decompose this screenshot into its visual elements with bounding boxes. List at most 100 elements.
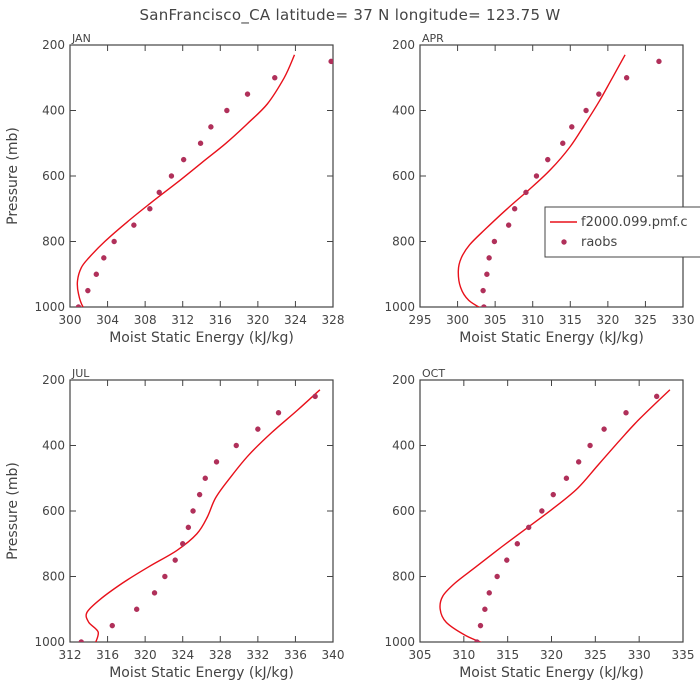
y-tick-label: 200 xyxy=(392,38,415,52)
raob-point xyxy=(601,426,607,432)
raob-point xyxy=(484,271,490,277)
x-tick-label: 316 xyxy=(96,648,119,662)
raob-point xyxy=(133,606,140,612)
y-tick-label: 400 xyxy=(42,439,65,453)
raob-point xyxy=(545,156,551,163)
raob-point xyxy=(275,410,282,416)
y-tick-label: 1000 xyxy=(384,300,415,314)
figure-title: SanFrancisco_CA latitude= 37 N longitude… xyxy=(139,6,560,25)
y-tick-label: 400 xyxy=(392,439,415,453)
raob-point xyxy=(78,639,84,642)
y-tick-label: 1000 xyxy=(34,300,65,314)
x-tick-label: 330 xyxy=(672,313,695,327)
raob-point xyxy=(85,287,91,294)
raob-point xyxy=(654,393,660,400)
y-tick-label: 600 xyxy=(42,504,65,518)
raob-point xyxy=(539,508,545,514)
panel-month-label: APR xyxy=(422,32,444,45)
plot-frame xyxy=(69,44,334,308)
panel-jan: 300 304 308 312 316 320 324 328 200 400 600 800 1000… xyxy=(5,32,344,346)
y-tick-label: 600 xyxy=(392,504,415,518)
raob-point xyxy=(623,75,630,81)
raob-point xyxy=(596,91,602,97)
raob-point xyxy=(101,255,107,261)
x-tick-label: 325 xyxy=(584,648,607,662)
raob-point xyxy=(233,442,239,449)
raob-point xyxy=(190,508,196,514)
x-tick-label: 340 xyxy=(322,648,345,662)
raob-point xyxy=(486,590,492,596)
raob-point xyxy=(109,622,115,629)
raob-point xyxy=(569,124,575,130)
x-tick-label: 312 xyxy=(171,313,194,327)
x-tick-label: 328 xyxy=(209,648,232,662)
plot-frame xyxy=(419,379,684,643)
panel-month-label: JAN xyxy=(71,32,91,45)
x-tick-label: 295 xyxy=(409,313,432,327)
y-tick-label: 800 xyxy=(392,570,415,584)
raob-point xyxy=(162,573,168,580)
raob-point xyxy=(180,541,186,547)
y-tick-label: 800 xyxy=(42,235,65,249)
raob-point xyxy=(93,271,100,277)
raob-point xyxy=(477,622,484,629)
x-tick-label: 312 xyxy=(59,648,82,662)
raob-point xyxy=(75,304,82,307)
raob-point xyxy=(533,173,540,179)
legend-point-swatch xyxy=(561,239,567,245)
x-tick-label: 300 xyxy=(59,313,82,327)
raob-point xyxy=(526,524,532,531)
x-tick-label: 335 xyxy=(672,648,695,662)
x-tick-label: 304 xyxy=(96,313,119,327)
plot-area xyxy=(75,54,333,307)
x-tick-label: 315 xyxy=(496,648,519,662)
plot-frame xyxy=(69,379,334,643)
x-tick-label: 324 xyxy=(171,648,194,662)
model-profile-line xyxy=(439,389,671,642)
y-tick-label: 1000 xyxy=(384,635,415,649)
raob-point xyxy=(224,107,230,114)
raob-point xyxy=(255,426,261,432)
raob-point xyxy=(550,491,556,498)
raob-point xyxy=(623,410,629,416)
x-axis-label: Moist Static Energy (kJ/kg) xyxy=(459,665,644,681)
y-tick-label: 400 xyxy=(392,104,415,118)
raob-point xyxy=(172,557,178,563)
y-tick-label: 600 xyxy=(392,169,415,183)
raob-point xyxy=(272,75,278,81)
raob-point xyxy=(575,459,582,465)
model-profile-line xyxy=(457,54,626,307)
raob-point xyxy=(244,91,251,97)
raob-point xyxy=(202,475,208,481)
x-tick-label: 330 xyxy=(628,648,651,662)
raob-point xyxy=(494,573,500,580)
raob-point xyxy=(151,590,158,596)
panel-jul: 312 316 320 324 328 332 336 340 200 400 600 800 1000… xyxy=(5,367,344,681)
y-tick-label: 200 xyxy=(392,373,415,387)
raob-point xyxy=(131,222,137,228)
x-axis-label: Moist Static Energy (kJ/kg) xyxy=(109,665,294,681)
y-tick-label: 400 xyxy=(42,104,65,118)
x-tick-label: 332 xyxy=(246,648,269,662)
y-axis-label: Pressure (mb) xyxy=(5,127,21,225)
raob-point xyxy=(197,140,204,146)
raob-point xyxy=(111,238,117,245)
legend-label-obs: raobs xyxy=(581,235,618,250)
plot-area xyxy=(457,54,662,307)
x-tick-label: 308 xyxy=(134,313,157,327)
panel-apr: 295 300 305 310 315 320 325 330 200 400 600 800 1000… xyxy=(384,32,700,346)
x-tick-label: 305 xyxy=(484,313,507,327)
raob-point xyxy=(185,524,192,531)
x-tick-label: 324 xyxy=(284,313,307,327)
x-tick-label: 305 xyxy=(409,648,432,662)
x-tick-label: 300 xyxy=(446,313,469,327)
x-tick-label: 336 xyxy=(284,648,307,662)
x-tick-label: 315 xyxy=(559,313,582,327)
raob-point xyxy=(481,304,487,307)
plot-area xyxy=(439,389,671,642)
raob-point xyxy=(486,255,492,261)
y-tick-label: 200 xyxy=(42,373,65,387)
model-profile-line xyxy=(76,54,296,307)
legend: f2000.099.pmf.c raobs xyxy=(544,206,700,258)
raob-point xyxy=(168,173,175,179)
